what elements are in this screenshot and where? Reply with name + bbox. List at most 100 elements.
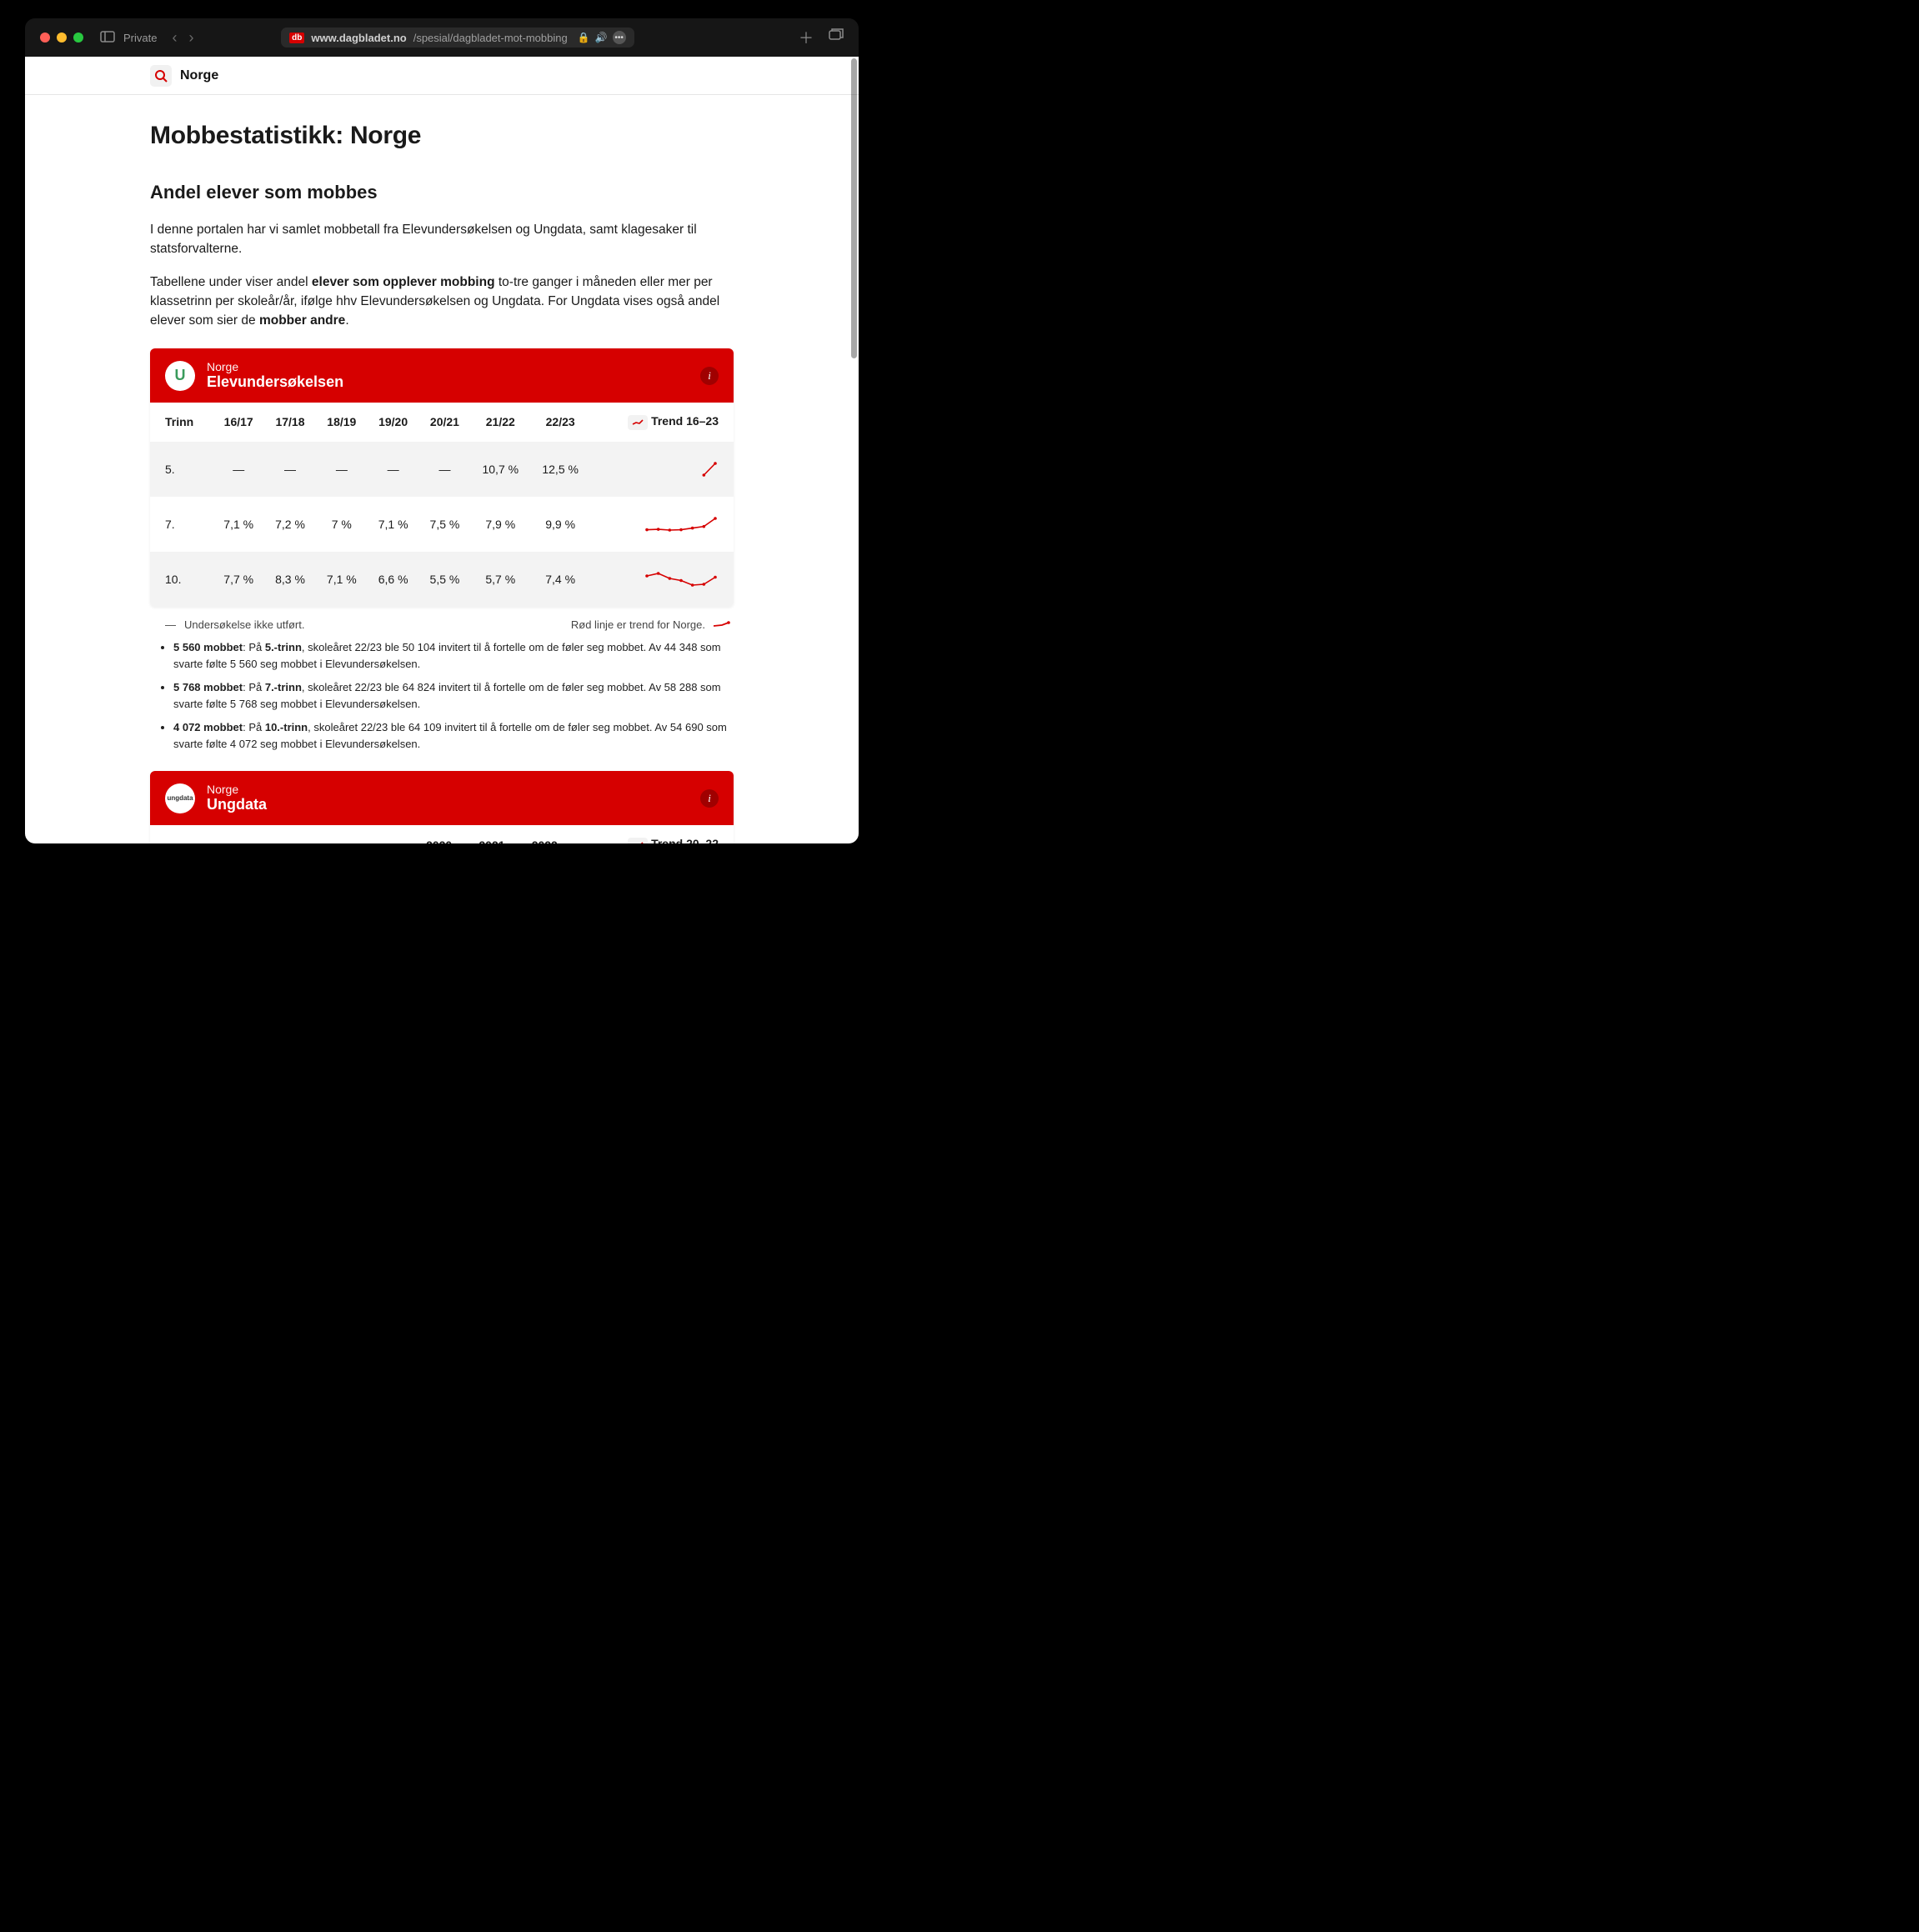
- value-cell: —: [368, 442, 419, 497]
- card-region: Norge: [207, 360, 343, 373]
- back-button[interactable]: ‹: [172, 29, 177, 47]
- page-title: Mobbestatistikk: Norge: [150, 122, 734, 150]
- table-row: 10.7,7 %8,3 %7,1 %6,6 %5,5 %5,7 %7,4 %: [150, 552, 734, 607]
- card-header: U Norge Elevundersøkelsen i: [150, 348, 734, 403]
- source-logo: U: [165, 361, 195, 391]
- trend-column-header: Trend 16–23: [590, 403, 734, 441]
- column-header: 17/18: [264, 403, 316, 441]
- list-item: 4 072 mobbet: På 10.-trinn, skoleåret 22…: [173, 719, 734, 753]
- value-cell: 5,7 %: [470, 552, 530, 607]
- trend-cell: [590, 552, 734, 607]
- column-header: 21/22: [470, 403, 530, 441]
- column-header: 22/23: [530, 403, 590, 441]
- elevundersokelsen-card: U Norge Elevundersøkelsen i Trinn16/1717…: [150, 348, 734, 606]
- table-row: 7.7,1 %7,2 %7 %7,1 %7,5 %7,9 %9,9 %: [150, 497, 734, 552]
- main-content: Mobbestatistikk: Norge Andel elever som …: [25, 95, 859, 843]
- column-header: 2020: [413, 825, 465, 843]
- trend-column-header: Trend 20–22: [571, 825, 734, 843]
- trinn-cell: 7.: [150, 497, 213, 552]
- close-window[interactable]: [40, 33, 50, 43]
- topnav-current[interactable]: Norge: [180, 68, 218, 83]
- elevundersokelsen-table: Trinn16/1717/1818/1919/2020/2121/2222/23…: [150, 403, 734, 606]
- table-row: 5.—————10,7 %12,5 %: [150, 442, 734, 497]
- site-topnav: Norge: [25, 57, 859, 95]
- column-header: 20/21: [419, 403, 471, 441]
- browser-window: Private ‹ › db www.dagbladet.no/spesial/…: [25, 18, 859, 843]
- value-cell: 7,7 %: [213, 552, 264, 607]
- value-cell: 7,5 %: [419, 497, 471, 552]
- column-header: [150, 825, 413, 843]
- legend-dash-text: Undersøkelse ikke utført.: [184, 618, 305, 631]
- value-cell: 7,9 %: [470, 497, 530, 552]
- site-favicon: db: [289, 33, 304, 43]
- legend-trend-icon: [712, 620, 730, 628]
- intro-paragraph-1: I denne portalen har vi samlet mobbetall…: [150, 220, 734, 259]
- page-viewport: Norge Mobbestatistikk: Norge Andel eleve…: [25, 57, 859, 843]
- value-cell: 9,9 %: [530, 497, 590, 552]
- info-button[interactable]: i: [700, 789, 719, 808]
- column-header: 2021: [465, 825, 518, 843]
- url-host: www.dagbladet.no: [311, 32, 406, 44]
- value-cell: —: [213, 442, 264, 497]
- list-item: 5 560 mobbet: På 5.-trinn, skoleåret 22/…: [173, 639, 734, 673]
- card-header-text: Norge Ungdata: [207, 783, 267, 813]
- window-controls: [40, 33, 83, 43]
- ungdata-table: 202020212022Trend 20–22: [150, 825, 734, 843]
- column-header: 16/17: [213, 403, 264, 441]
- nav-arrows: ‹ ›: [172, 29, 193, 47]
- legend-dash: —: [165, 618, 176, 631]
- column-header: 2022: [519, 825, 571, 843]
- titlebar: Private ‹ › db www.dagbladet.no/spesial/…: [25, 18, 859, 57]
- trend-cell: [590, 497, 734, 552]
- value-cell: 10,7 %: [470, 442, 530, 497]
- search-button[interactable]: [150, 65, 172, 87]
- value-cell: 7,1 %: [213, 497, 264, 552]
- value-cell: 5,5 %: [419, 552, 471, 607]
- new-tab-button[interactable]: ＋: [799, 27, 814, 48]
- column-header: 19/20: [368, 403, 419, 441]
- info-button[interactable]: i: [700, 367, 719, 385]
- audio-icon[interactable]: 🔊: [595, 32, 608, 43]
- more-icon[interactable]: •••: [613, 31, 626, 44]
- card-header: ungdata Norge Ungdata i: [150, 771, 734, 825]
- value-cell: 7,1 %: [316, 552, 368, 607]
- summary-notes: 5 560 mobbet: På 5.-trinn, skoleåret 22/…: [150, 639, 734, 753]
- url-bar[interactable]: db www.dagbladet.no/spesial/dagbladet-mo…: [281, 28, 634, 48]
- card-source: Elevundersøkelsen: [207, 373, 343, 391]
- forward-button[interactable]: ›: [188, 29, 193, 47]
- titlebar-right: ＋: [799, 27, 844, 48]
- zoom-window[interactable]: [73, 33, 83, 43]
- trend-cell: [590, 442, 734, 497]
- tabs-overview-button[interactable]: [829, 27, 844, 48]
- page-subtitle: Andel elever som mobbes: [150, 182, 734, 203]
- list-item: 5 768 mobbet: På 7.-trinn, skoleåret 22/…: [173, 679, 734, 713]
- value-cell: 7,4 %: [530, 552, 590, 607]
- legend-trend-text: Rød linje er trend for Norge.: [571, 618, 705, 631]
- url-status-icons: 🔒 🔊 •••: [578, 31, 626, 44]
- value-cell: 7,2 %: [264, 497, 316, 552]
- sidebar-toggle-group: Private: [100, 31, 157, 45]
- value-cell: 12,5 %: [530, 442, 590, 497]
- value-cell: 6,6 %: [368, 552, 419, 607]
- value-cell: —: [316, 442, 368, 497]
- source-logo: ungdata: [165, 783, 195, 813]
- url-path: /spesial/dagbladet-mot-mobbing: [413, 32, 568, 44]
- scrollbar[interactable]: [851, 58, 857, 358]
- value-cell: 7,1 %: [368, 497, 419, 552]
- value-cell: —: [264, 442, 316, 497]
- card-header-text: Norge Elevundersøkelsen: [207, 360, 343, 391]
- trinn-cell: 10.: [150, 552, 213, 607]
- value-cell: 7 %: [316, 497, 368, 552]
- ungdata-card: ungdata Norge Ungdata i 202020212022Tren…: [150, 771, 734, 843]
- trinn-cell: 5.: [150, 442, 213, 497]
- card-region: Norge: [207, 783, 267, 796]
- column-header: 18/19: [316, 403, 368, 441]
- value-cell: 8,3 %: [264, 552, 316, 607]
- table-legend: — Undersøkelse ikke utført. Rød linje er…: [150, 618, 734, 639]
- value-cell: —: [419, 442, 471, 497]
- card-source: Ungdata: [207, 796, 267, 813]
- minimize-window[interactable]: [57, 33, 67, 43]
- lock-icon: 🔒: [578, 32, 590, 43]
- sidebar-icon[interactable]: [100, 31, 115, 45]
- private-label: Private: [123, 32, 157, 44]
